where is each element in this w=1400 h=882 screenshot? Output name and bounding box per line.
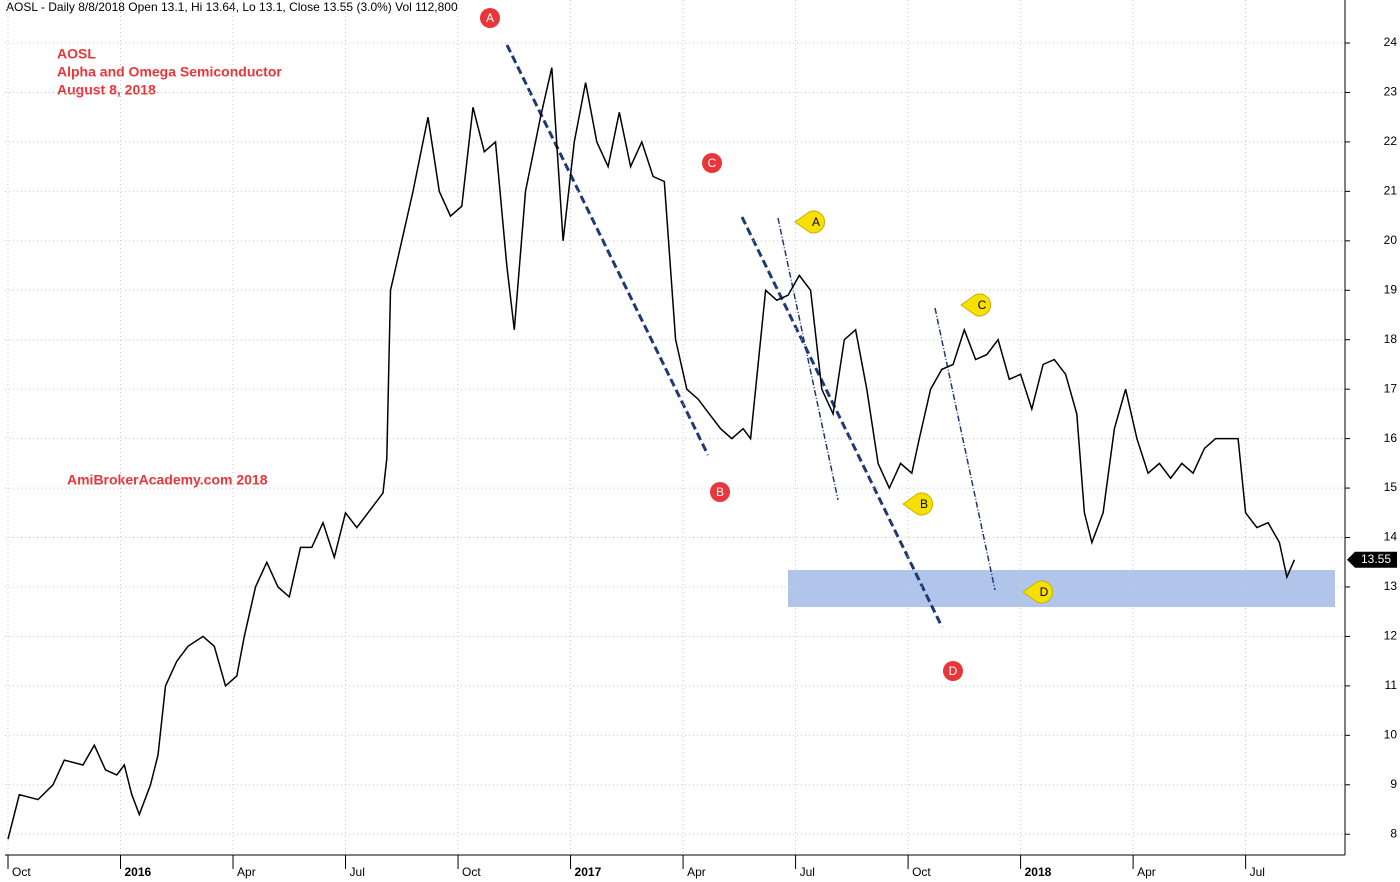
y-tick-label: 22 [1384,134,1398,148]
yellow-marker-label: D [1040,585,1049,599]
red-marker [710,482,730,502]
support-zone [788,570,1335,607]
yellow-marker [794,210,826,234]
red-marker [480,8,500,28]
x-tick-label: Jul [350,865,365,879]
y-tick-label: 13 [1384,579,1398,593]
x-tick-label: Apr [1137,865,1156,879]
y-tick-label: 9 [1390,777,1397,791]
y-tick-label: 15 [1384,480,1398,494]
y-tick-label: 18 [1384,332,1398,346]
red-marker [943,661,963,681]
yellow-marker [1022,580,1054,604]
y-tick-label: 19 [1384,282,1398,296]
header: AOSL - Daily 8/8/2018 Open 13.1, Hi 13.6… [6,0,458,14]
red-marker-label: C [708,156,717,170]
x-tick-label: Oct [12,865,31,879]
trend-lines [505,44,996,628]
yellow-marker-label: B [920,497,928,511]
y-tick-label: 14 [1384,530,1398,544]
x-tick-label: Apr [687,865,706,879]
x-tick-label: Oct [912,865,931,879]
y-tick-label: 24 [1384,35,1398,49]
ticker: AOSL [57,46,96,62]
y-tick-label: 10 [1384,728,1398,742]
x-tick-label: Apr [237,865,256,879]
red-marker-label: B [716,485,724,499]
x-tick-label: Jul [800,865,815,879]
red-marker-label: A [486,11,494,25]
yellow-marker [960,293,992,317]
last-value-label: 13.55 [1361,552,1391,566]
y-tick-label: 12 [1384,629,1398,643]
y-tick-label: 23 [1384,85,1398,99]
y-tick-label: 11 [1385,678,1398,692]
date: August 8, 2018 [57,82,156,98]
y-tick-label: 21 [1384,184,1398,198]
y-tick-label: 20 [1384,233,1398,247]
y-tick-label: 17 [1384,381,1398,395]
yellow-marker [902,492,934,516]
watermark: AmiBrokerAcademy.com 2018 [67,472,268,488]
x-tick-label: 2016 [125,865,152,879]
company: Alpha and Omega Semiconductor [57,64,282,80]
x-tick-label: Oct [462,865,481,879]
yellow-marker-label: C [978,298,987,312]
yellow-marker-label: A [812,215,820,229]
x-tick-label: 2017 [575,865,602,879]
red-marker-label: D [949,664,958,678]
y-tick-label: 16 [1384,431,1398,445]
y-tick-label: 8 [1390,826,1397,840]
last-value-box [1347,551,1397,568]
price-line [7,67,1296,840]
x-tick-label: Jul [1250,865,1265,879]
x-tick-label: 2018 [1025,865,1052,879]
red-marker [702,153,722,173]
